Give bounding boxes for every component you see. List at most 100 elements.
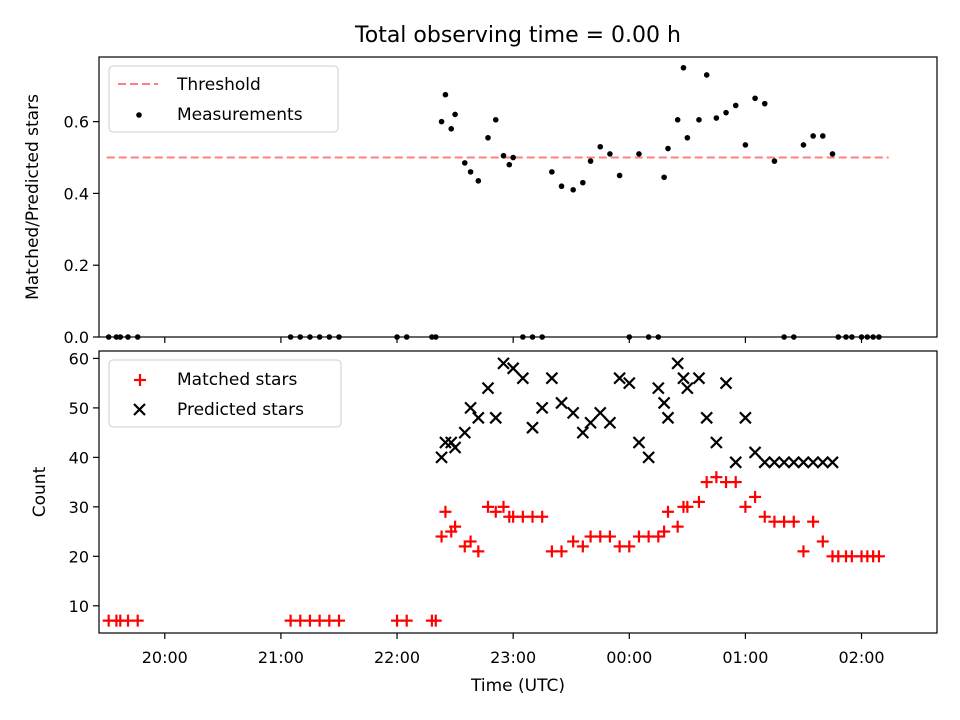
predicted-star-point	[632, 436, 646, 449]
top-legend-box	[108, 65, 339, 133]
bottom-y-ticks: 10 20 30 40 50 60	[69, 349, 99, 616]
predicted-star-point	[768, 456, 781, 469]
predicted-star-point	[692, 371, 706, 385]
matched-star-point	[449, 520, 462, 533]
predicted-star-point	[797, 456, 810, 469]
measurement-point	[771, 158, 778, 164]
matched-star-point	[692, 495, 705, 508]
measurement-points	[105, 64, 882, 340]
legend-predicted-label: Predicted stars	[177, 400, 304, 420]
measurement-point	[287, 334, 294, 340]
matched-stars-points	[102, 471, 885, 627]
measurement-point	[858, 334, 865, 340]
measurement-point	[452, 111, 458, 118]
bottom-legend-box	[108, 359, 342, 428]
matched-star-point	[435, 530, 448, 543]
predicted-star-point	[576, 426, 590, 439]
matched-star-point	[671, 520, 684, 533]
matched-star-point	[482, 500, 495, 513]
predicted-star-point	[472, 411, 485, 425]
top-y-tick-label: 0.6	[64, 113, 89, 132]
predicted-star-point	[700, 411, 713, 425]
measurement-point	[684, 134, 691, 141]
legend-predicted-swatch	[133, 403, 146, 416]
measurement-point	[761, 100, 768, 107]
measurement-point	[680, 64, 687, 71]
measurement-point	[723, 109, 729, 116]
measurement-point	[864, 334, 871, 340]
top-y-axis-label: Matched/Predicted stars	[23, 94, 43, 300]
matched-star-point	[749, 490, 762, 503]
bottom-plot-frame	[98, 350, 938, 634]
predicted-star-point	[671, 357, 684, 370]
predicted-star-point	[729, 456, 743, 469]
predicted-star-point	[816, 456, 830, 469]
measurement-point	[616, 172, 623, 179]
matched-star-point	[658, 525, 671, 538]
bottom-x-tick-label: 23:00	[490, 648, 536, 667]
measurement-point	[800, 142, 807, 148]
predicted-star-point	[806, 456, 820, 469]
bottom-y-tick-label: 10	[69, 597, 89, 616]
measurement-point	[539, 334, 545, 340]
matched-star-point	[489, 505, 502, 518]
chart-title: Total observing time = 0.00 h	[354, 23, 681, 48]
measurement-point	[870, 334, 876, 340]
measurement-point	[125, 334, 131, 340]
predicted-star-point	[481, 381, 495, 395]
matched-star-point	[497, 500, 510, 513]
measurement-point	[529, 334, 536, 340]
predicted-star-point	[555, 396, 568, 410]
measurement-point	[500, 152, 507, 159]
measurement-point	[665, 145, 671, 152]
matched-star-point	[729, 476, 742, 489]
measurement-point	[876, 334, 882, 340]
top-y-tick-label: 0.2	[64, 256, 89, 275]
predicted-star-point	[710, 436, 723, 449]
measurement-point	[742, 142, 749, 148]
matched-star-point	[797, 545, 810, 558]
matched-star-point	[661, 505, 674, 518]
top-y-ticks: 0.0 0.2 0.4 0.6	[64, 113, 99, 347]
matched-star-point	[332, 614, 345, 627]
measurement-point	[626, 334, 633, 340]
measurement-point	[752, 95, 758, 102]
matched-star-point	[464, 535, 477, 548]
x-axis-label: Time (UTC)	[470, 676, 565, 696]
measurement-point	[645, 334, 652, 340]
top-plot: 0.0 0.2 0.4 0.6 Matched/Predicted stars Thr…	[23, 56, 938, 347]
bottom-y-tick-label: 50	[69, 399, 89, 418]
measurement-point	[781, 334, 787, 340]
bottom-x-tick-label: 02:00	[838, 648, 884, 667]
bottom-y-axis-label: Count	[30, 466, 50, 517]
matched-star-point	[536, 510, 549, 523]
predicted-star-point	[516, 371, 530, 385]
bottom-y-tick-label: 30	[69, 498, 89, 517]
legend-threshold-label: Threshold	[176, 75, 261, 95]
bottom-x-tick-label: 21:00	[258, 648, 304, 667]
measurement-point	[432, 334, 439, 340]
measurement-point	[461, 160, 468, 166]
measurement-point	[843, 334, 849, 340]
bottom-plot: 10 20 30 40 50 60 20:00 21:00 22:00 23:00 00:00 01…	[30, 349, 938, 696]
measurement-point	[467, 169, 474, 175]
measurement-point	[403, 334, 410, 340]
measurement-point	[587, 158, 594, 164]
measurement-point	[570, 187, 576, 193]
predicted-star-point	[448, 441, 462, 454]
predicted-star-point	[661, 411, 675, 425]
measurement-point	[732, 102, 739, 109]
bottom-y-tick-label: 40	[69, 448, 89, 467]
top-y-tick-label: 0.4	[64, 184, 89, 203]
predicted-star-point	[506, 362, 520, 375]
measurement-point	[607, 151, 613, 157]
measurement-point	[810, 133, 816, 139]
predicted-star-point	[826, 456, 839, 469]
predicted-star-point	[584, 416, 597, 430]
predicted-stars-points	[435, 357, 839, 469]
measurement-point	[820, 133, 826, 139]
matched-star-point	[576, 540, 589, 553]
matched-star-point	[400, 614, 413, 627]
predicted-star-point	[458, 426, 472, 439]
